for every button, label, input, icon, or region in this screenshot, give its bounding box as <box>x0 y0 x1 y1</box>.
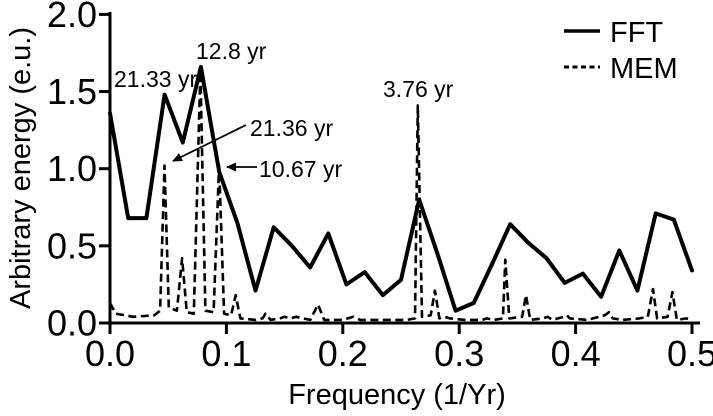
annotation-3-76yr: 3.76 yr <box>383 76 454 102</box>
annotation-21-36yr: 21.36 yr <box>250 115 333 141</box>
x-tick-label: 0.1 <box>201 333 251 374</box>
y-tick-label: 2.0 <box>47 0 97 35</box>
fft-curve <box>108 64 694 313</box>
legend: FFT MEM <box>564 17 678 85</box>
x-tick-label: 0.2 <box>318 333 368 374</box>
x-tick-label: 0.4 <box>551 333 601 374</box>
y-tick-label: 1.5 <box>47 71 97 112</box>
x-tick-label: 0.3 <box>434 333 484 374</box>
annotations: 21.33 yr 12.8 yr 3.76 yr 21.36 yr 10.67 … <box>114 38 454 182</box>
generated-plot-elements: 0.0 0.1 0.2 0.3 0.4 0.5 0.0 0.5 1.0 1.5 2.0 <box>47 0 713 374</box>
y-axis-title: Arbitrary energy (e.u.) <box>5 27 37 309</box>
annotation-arrow-21-36yr <box>172 124 247 162</box>
x-tick-label: 0.5 <box>667 333 713 374</box>
legend-fft-label: FFT <box>610 17 663 49</box>
legend-mem-label: MEM <box>610 53 678 85</box>
x-tick-label: 0.0 <box>85 333 135 374</box>
mem-curve <box>108 70 693 322</box>
y-tick-label: 0.5 <box>47 225 97 266</box>
y-tick-label: 1.0 <box>47 148 97 189</box>
annotation-10-67yr: 10.67 yr <box>259 156 342 182</box>
annotation-21-33yr: 21.33 yr <box>114 66 197 92</box>
x-axis-title: Frequency (1/Yr) <box>288 379 506 411</box>
y-tick-label: 0.0 <box>47 303 97 344</box>
annotation-12-8yr: 12.8 yr <box>196 38 267 64</box>
